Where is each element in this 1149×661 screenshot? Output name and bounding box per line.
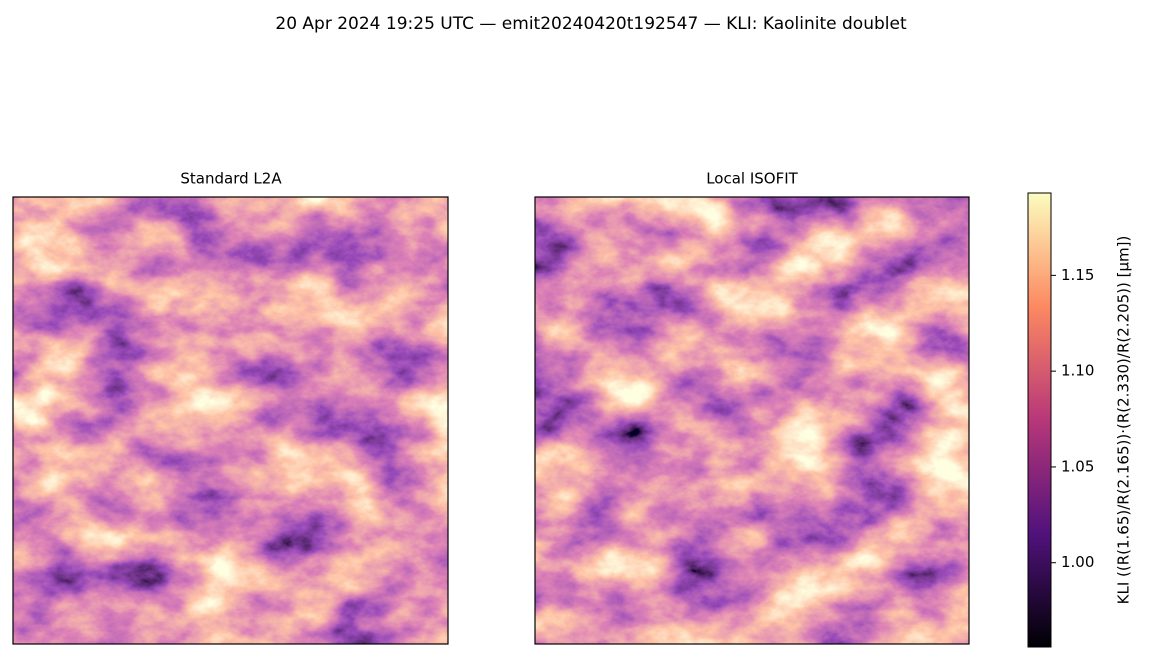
figure-title: 20 Apr 2024 19:25 UTC — emit20240420t192… bbox=[275, 14, 907, 34]
colorbar-tick-label: 1.10 bbox=[1061, 362, 1094, 380]
colorbar-tick-label: 1.05 bbox=[1061, 457, 1094, 475]
colorbar-label: KLI ((R(1.65)/R(2.165))·(R(2.330)/R(2.20… bbox=[1115, 236, 1133, 605]
heatmap-image bbox=[13, 197, 448, 644]
panel-title: Standard L2A bbox=[180, 170, 282, 188]
colorbar bbox=[1027, 192, 1052, 648]
colorbar-tick-label: 1.00 bbox=[1061, 553, 1094, 571]
panel-frame bbox=[534, 196, 970, 645]
panel-frame bbox=[12, 196, 449, 645]
colorbar-tick-label: 1.15 bbox=[1061, 266, 1094, 284]
heatmap-image bbox=[535, 197, 969, 644]
panel-title: Local ISOFIT bbox=[706, 170, 798, 188]
